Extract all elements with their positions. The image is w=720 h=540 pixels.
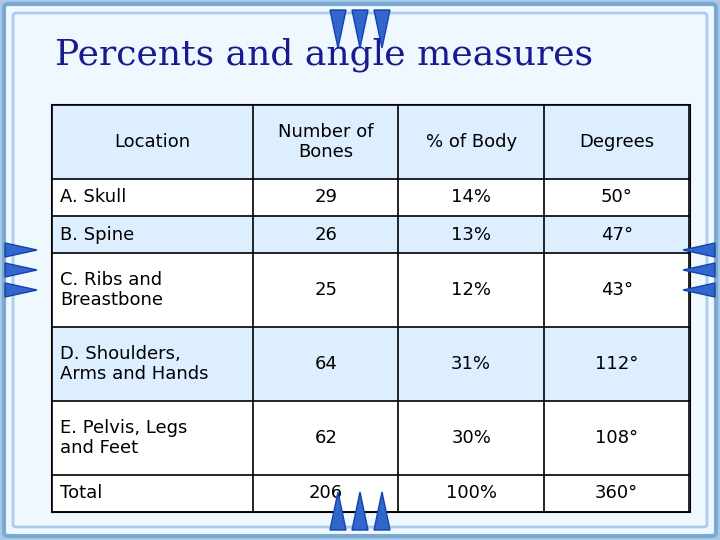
Polygon shape: [330, 492, 346, 530]
Text: Degrees: Degrees: [579, 133, 654, 151]
Text: 13%: 13%: [451, 226, 491, 244]
Polygon shape: [352, 492, 368, 530]
Text: Location: Location: [114, 133, 191, 151]
Text: Percents and angle measures: Percents and angle measures: [55, 38, 593, 72]
Text: C. Ribs and
Breastbone: C. Ribs and Breastbone: [60, 271, 163, 309]
Text: Number of
Bones: Number of Bones: [278, 123, 374, 161]
Text: 26: 26: [314, 226, 337, 244]
Polygon shape: [683, 283, 715, 297]
Text: 50°: 50°: [600, 188, 633, 206]
FancyBboxPatch shape: [4, 4, 716, 536]
Bar: [52, 179, 690, 216]
Polygon shape: [5, 283, 37, 297]
Polygon shape: [5, 263, 37, 277]
Text: 100%: 100%: [446, 484, 497, 503]
Text: 29: 29: [314, 188, 337, 206]
Text: % of Body: % of Body: [426, 133, 517, 151]
Text: D. Shoulders,
Arms and Hands: D. Shoulders, Arms and Hands: [60, 345, 209, 383]
Text: 64: 64: [314, 355, 337, 373]
Text: Total: Total: [60, 484, 102, 503]
Bar: [52, 216, 690, 253]
Polygon shape: [374, 492, 390, 530]
Polygon shape: [5, 243, 37, 257]
Bar: [52, 401, 690, 475]
Bar: [52, 253, 690, 327]
Text: 43°: 43°: [600, 281, 633, 299]
Text: 360°: 360°: [595, 484, 638, 503]
Text: 25: 25: [314, 281, 337, 299]
Bar: [52, 475, 690, 512]
Text: 62: 62: [314, 429, 337, 447]
Bar: [52, 327, 690, 401]
Text: 112°: 112°: [595, 355, 639, 373]
Text: 14%: 14%: [451, 188, 491, 206]
Text: 30%: 30%: [451, 429, 491, 447]
Polygon shape: [352, 10, 368, 48]
Polygon shape: [374, 10, 390, 48]
Text: B. Spine: B. Spine: [60, 226, 134, 244]
Bar: [52, 105, 690, 512]
Text: 47°: 47°: [600, 226, 633, 244]
Text: 108°: 108°: [595, 429, 638, 447]
Text: 12%: 12%: [451, 281, 491, 299]
Text: 31%: 31%: [451, 355, 491, 373]
Polygon shape: [683, 243, 715, 257]
Text: A. Skull: A. Skull: [60, 188, 127, 206]
Bar: [52, 105, 690, 179]
Polygon shape: [330, 10, 346, 48]
Text: E. Pelvis, Legs
and Feet: E. Pelvis, Legs and Feet: [60, 418, 187, 457]
Polygon shape: [683, 263, 715, 277]
Text: 206: 206: [309, 484, 343, 503]
